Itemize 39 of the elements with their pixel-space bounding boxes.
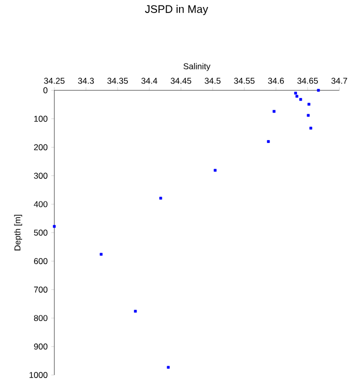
point <box>294 92 297 95</box>
y-axis-title: Depth [m] <box>14 214 22 250</box>
x-axis-title: Salinity <box>184 63 210 71</box>
point <box>309 126 312 130</box>
point <box>272 110 276 113</box>
x-tick-label: 34.7 <box>331 78 348 84</box>
x-tick-label: 34.3 <box>78 78 94 84</box>
y-tick-label: 1000 <box>30 372 48 378</box>
y-tick-label: 800 <box>34 315 48 322</box>
y-tick-label: 500 <box>34 230 48 236</box>
point <box>166 366 170 369</box>
x-tick-label: 34.5 <box>204 78 221 84</box>
y-tick-label: 600 <box>34 258 48 264</box>
chart-title: JSPD in May <box>145 4 208 16</box>
y-tick-label: 300 <box>34 172 48 179</box>
x-tick-label: 34.6 <box>268 78 284 84</box>
x-tick-label: 34.65 <box>297 78 318 84</box>
point <box>52 224 56 228</box>
y-tick-label: 400 <box>34 201 48 208</box>
x-tick-label: 34.4 <box>141 78 158 84</box>
point <box>295 94 298 98</box>
x-tick-label: 34.35 <box>107 78 128 84</box>
point <box>299 98 302 101</box>
point <box>214 168 217 172</box>
y-tick-label: 200 <box>34 144 48 150</box>
y-tick-label: 100 <box>34 116 48 122</box>
x-tick-label: 34.25 <box>44 78 65 84</box>
y-tick-label: 700 <box>34 286 48 293</box>
point <box>306 114 310 117</box>
y-tick-label: 0 <box>43 87 48 94</box>
point <box>134 310 137 313</box>
point <box>308 102 310 106</box>
point <box>266 140 270 143</box>
x-tick-label: 34.55 <box>234 78 255 84</box>
point <box>100 252 103 256</box>
y-tick-label: 900 <box>34 344 48 350</box>
x-tick-label: 34.45 <box>170 78 192 84</box>
point <box>317 88 320 92</box>
point <box>159 196 162 200</box>
